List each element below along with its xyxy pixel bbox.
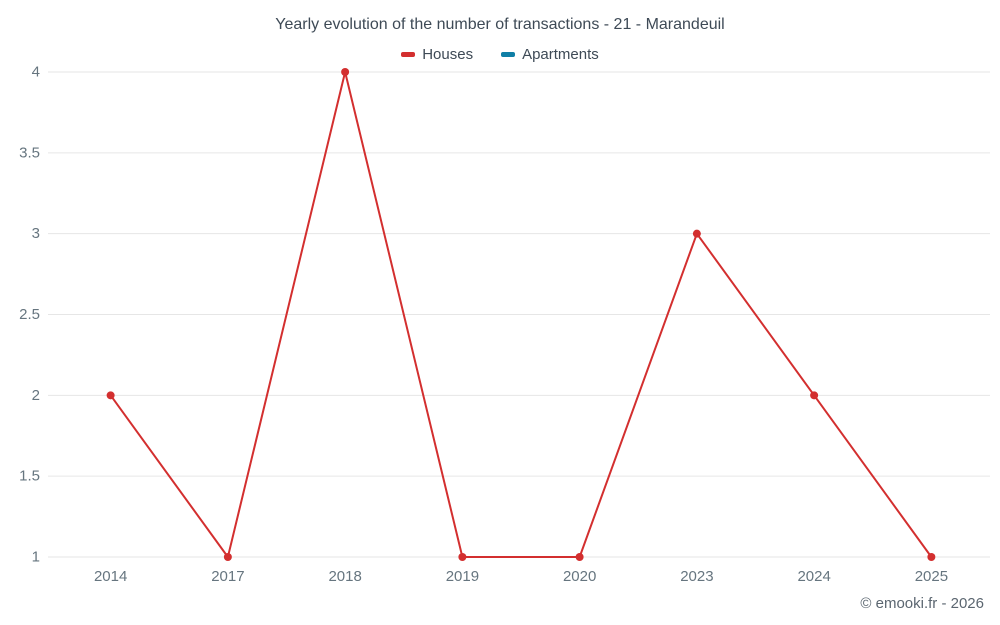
legend-item-apartments[interactable]: Apartments xyxy=(501,46,599,63)
data-point-marker-houses[interactable] xyxy=(458,553,467,561)
legend-item-houses[interactable]: Houses xyxy=(401,46,473,63)
legend-label-apartments: Apartments xyxy=(522,46,599,63)
chart-title: Yearly evolution of the number of transa… xyxy=(275,16,725,33)
data-point-marker-houses[interactable] xyxy=(341,68,350,76)
x-axis-tick-label: 2019 xyxy=(446,568,479,585)
y-axis-tick-label: 3 xyxy=(32,225,40,242)
y-axis-tick-label: 2.5 xyxy=(19,306,40,323)
data-point-marker-houses[interactable] xyxy=(927,553,936,561)
y-axis-tick-label: 4 xyxy=(32,64,40,81)
series-line-houses xyxy=(109,71,933,558)
data-point-marker-houses[interactable] xyxy=(692,229,701,238)
apartments-series-swatch xyxy=(501,52,516,57)
y-axis-tick-label: 1.5 xyxy=(19,468,40,485)
houses-series-swatch xyxy=(401,52,416,57)
data-point-marker-houses[interactable] xyxy=(810,391,819,400)
x-axis-tick-label: 2014 xyxy=(94,568,127,585)
y-axis-tick-label: 3.5 xyxy=(19,144,40,161)
y-axis-tick-label: 1 xyxy=(32,549,40,566)
legend-label-houses: Houses xyxy=(422,46,474,63)
y-axis-tick-label: 2 xyxy=(32,387,40,404)
x-axis-tick-label: 2024 xyxy=(797,568,830,585)
x-axis-tick-label: 2018 xyxy=(328,568,361,585)
data-point-marker-houses[interactable] xyxy=(106,391,115,400)
x-axis-tick-label: 2020 xyxy=(563,568,596,585)
legend: Houses Apartments xyxy=(0,46,1000,63)
data-point-marker-houses[interactable] xyxy=(223,553,232,561)
x-axis-tick-label: 2017 xyxy=(211,568,244,585)
data-point-marker-houses[interactable] xyxy=(575,553,584,561)
x-axis-tick-label: 2025 xyxy=(915,568,948,585)
copyright: © emooki.fr - 2026 xyxy=(860,595,984,612)
x-axis-tick-label: 2023 xyxy=(680,568,713,585)
